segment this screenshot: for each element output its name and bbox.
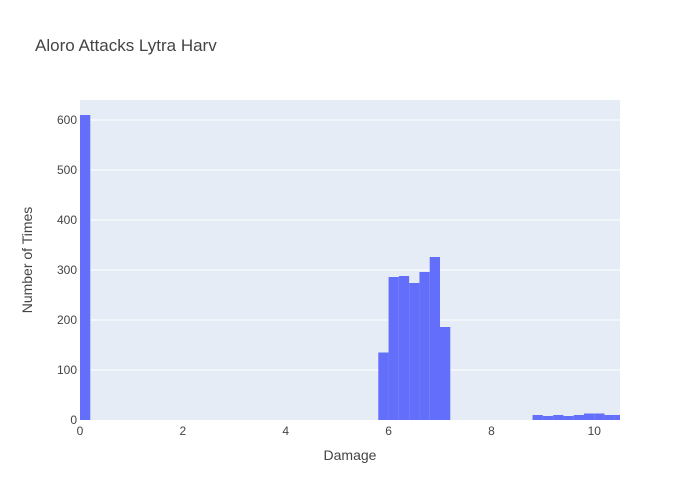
y-tick-label: 0 [70, 413, 77, 427]
chart-title: Aloro Attacks Lytra Harv [35, 36, 217, 55]
y-axis-title: Number of Times [19, 207, 35, 314]
histogram-bar [388, 277, 399, 420]
histogram-bar [553, 415, 564, 420]
histogram-bar [542, 416, 554, 420]
x-axis-title: Damage [324, 447, 377, 463]
y-tick-label: 600 [57, 113, 77, 127]
histogram-bar [573, 415, 584, 420]
y-tick-label: 300 [57, 263, 77, 277]
histogram-bar [419, 272, 430, 420]
histogram-bar [398, 276, 410, 420]
x-tick-label: 10 [588, 424, 602, 438]
histogram-bar [440, 327, 451, 420]
histogram-bar [409, 283, 420, 420]
grid-lines [80, 119, 620, 371]
histogram-bar [614, 415, 620, 420]
histogram-bar [429, 257, 440, 420]
y-tick-label: 500 [57, 163, 77, 177]
histogram-bar [604, 415, 615, 420]
x-tick-label: 0 [77, 424, 84, 438]
histogram-bar [378, 352, 389, 420]
x-axis-ticks: 0 2 4 6 8 10 [77, 424, 602, 438]
plot-area [80, 100, 620, 420]
bars [80, 115, 620, 420]
x-tick-label: 4 [282, 424, 289, 438]
y-axis-ticks: 0 100 200 300 400 500 600 [57, 113, 77, 427]
histogram-bar [584, 413, 595, 420]
y-tick-label: 100 [57, 363, 77, 377]
histogram-bar [563, 416, 574, 420]
y-tick-label: 200 [57, 313, 77, 327]
x-tick-label: 8 [488, 424, 495, 438]
histogram-bar [80, 115, 91, 420]
histogram-bar [594, 413, 605, 420]
x-tick-label: 6 [385, 424, 392, 438]
y-tick-label: 400 [57, 213, 77, 227]
x-tick-label: 2 [180, 424, 187, 438]
histogram-bar [532, 415, 543, 420]
